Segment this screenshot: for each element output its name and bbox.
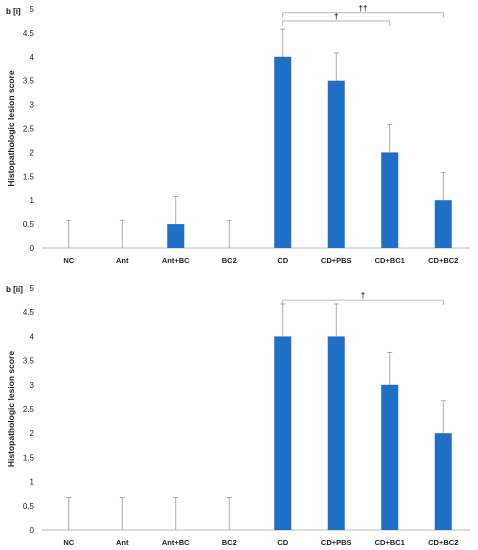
x-tick-label: CD bbox=[277, 256, 288, 265]
y-tick-label: 4.5 bbox=[23, 29, 35, 38]
x-tick-label: CD+BC1 bbox=[375, 538, 405, 547]
y-tick-label: 5 bbox=[30, 5, 35, 14]
x-tick-label: NC bbox=[63, 256, 74, 265]
bar bbox=[434, 200, 452, 248]
panel-label: b [ii] bbox=[6, 285, 23, 294]
y-tick-label: 2 bbox=[30, 429, 35, 438]
y-tick-label: 0.5 bbox=[23, 502, 35, 511]
y-tick-label: 2 bbox=[30, 148, 35, 157]
x-tick-label: CD+BC1 bbox=[375, 256, 405, 265]
chart-panel-i: b [i] Histopathologic lesion score 0 0.5 1 1.… bbox=[6, 4, 470, 265]
significance-label: † bbox=[334, 12, 338, 21]
y-tick-label: 0.5 bbox=[23, 220, 35, 229]
x-tick-label: CD+BC2 bbox=[428, 256, 458, 265]
y-tick-label: 1 bbox=[30, 196, 35, 205]
y-tick-label: 3 bbox=[30, 381, 35, 390]
x-tick-label: BC2 bbox=[222, 256, 237, 265]
x-tick-label: NC bbox=[63, 538, 74, 547]
y-tick-label: 1.5 bbox=[23, 453, 35, 462]
x-tick-label: Ant bbox=[116, 538, 129, 547]
y-tick-label: 3.5 bbox=[23, 77, 35, 86]
y-tick-label: 2.5 bbox=[23, 405, 35, 414]
bar bbox=[274, 336, 292, 530]
x-tick-label: Ant bbox=[116, 256, 129, 265]
x-tick-label: Ant+BC bbox=[162, 538, 190, 547]
y-tick-label: 1 bbox=[30, 478, 35, 487]
bar bbox=[434, 433, 452, 530]
bar bbox=[327, 80, 345, 248]
bar bbox=[167, 224, 185, 248]
bar bbox=[381, 384, 399, 530]
y-tick-label: 0 bbox=[30, 526, 35, 535]
y-tick-label: 3 bbox=[30, 101, 35, 110]
panel-label: b [i] bbox=[6, 7, 21, 16]
x-tick-label: CD bbox=[277, 538, 288, 547]
chart-panel-ii: b [ii] Histopathologic lesion score 0 0.5 1 1… bbox=[6, 284, 470, 547]
x-tick-label: Ant+BC bbox=[162, 256, 190, 265]
x-tick-label: CD+PBS bbox=[321, 538, 352, 547]
significance-bracket bbox=[282, 20, 391, 26]
x-tick-label: BC2 bbox=[222, 538, 237, 547]
bar bbox=[381, 152, 399, 248]
y-tick-label: 4 bbox=[30, 53, 35, 62]
significance-bracket bbox=[282, 12, 444, 18]
y-tick-label: 5 bbox=[30, 284, 35, 293]
x-tick-label: CD+BC2 bbox=[428, 538, 458, 547]
bar bbox=[274, 56, 292, 248]
y-tick-label: 2.5 bbox=[23, 125, 35, 134]
x-tick-label: CD+PBS bbox=[321, 256, 352, 265]
y-axis-label: Histopathologic lesion score bbox=[6, 70, 16, 186]
significance-label: † bbox=[361, 291, 365, 300]
y-tick-label: 0 bbox=[30, 244, 35, 253]
y-axis-label: Histopathologic lesion score bbox=[6, 351, 16, 467]
y-tick-label: 4.5 bbox=[23, 308, 35, 317]
y-tick-label: 4 bbox=[30, 332, 35, 341]
significance-bracket bbox=[282, 299, 444, 306]
significance-label: †† bbox=[359, 4, 368, 13]
y-tick-label: 3.5 bbox=[23, 357, 35, 366]
bar bbox=[327, 336, 345, 530]
y-tick-label: 1.5 bbox=[23, 172, 35, 181]
